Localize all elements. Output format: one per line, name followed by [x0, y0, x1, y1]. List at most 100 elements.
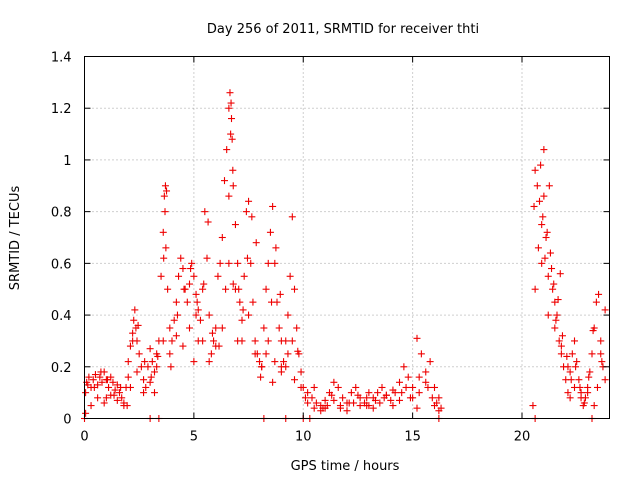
data-point — [117, 383, 125, 391]
data-point — [135, 350, 143, 358]
data-point — [396, 378, 403, 386]
data-point — [130, 316, 138, 324]
data-point — [200, 280, 208, 288]
data-point — [531, 285, 539, 293]
data-point — [551, 324, 559, 332]
data-point — [356, 402, 364, 410]
data-point — [304, 389, 312, 397]
data-point — [415, 389, 423, 397]
data-point — [544, 272, 552, 280]
data-point — [549, 285, 557, 293]
data-point — [142, 383, 150, 391]
data-point — [389, 402, 397, 410]
data-point — [529, 402, 537, 410]
data-point — [400, 363, 408, 371]
data-point — [556, 270, 564, 278]
data-point — [371, 396, 379, 404]
data-point — [592, 298, 600, 306]
data-point — [310, 404, 318, 412]
data-point — [396, 396, 403, 404]
data-point — [347, 389, 355, 397]
y-tick-label: 0.2 — [51, 361, 72, 376]
data-point — [251, 350, 259, 358]
data-point — [435, 394, 443, 402]
data-point — [196, 316, 204, 324]
data-point — [266, 228, 274, 236]
data-point — [144, 363, 152, 371]
data-point — [262, 285, 270, 293]
data-point — [576, 383, 584, 391]
data-point — [413, 334, 421, 342]
axis-ticks — [84, 56, 610, 419]
data-point — [205, 358, 213, 366]
data-point — [330, 378, 338, 386]
data-point — [531, 166, 539, 174]
data-point — [164, 285, 172, 293]
data-point — [172, 298, 180, 306]
data-point — [597, 350, 605, 358]
data-point — [229, 182, 237, 190]
data-point — [571, 337, 578, 345]
data-point — [389, 386, 397, 394]
data-point — [564, 363, 572, 371]
y-tick-label: 0.8 — [51, 206, 72, 221]
data-point — [541, 254, 549, 262]
plot-frame — [84, 56, 610, 419]
data-point — [297, 383, 305, 391]
data-point — [435, 407, 443, 415]
data-point — [163, 187, 171, 195]
y-tick-label: 1.4 — [51, 51, 72, 66]
data-point — [201, 208, 209, 216]
data-point — [109, 378, 117, 386]
data-point — [186, 324, 193, 332]
data-point — [118, 394, 126, 402]
data-point — [284, 350, 292, 358]
data-point — [376, 399, 384, 407]
data-point — [249, 298, 257, 306]
data-point — [575, 376, 583, 384]
data-point — [148, 358, 156, 366]
data-point — [534, 244, 542, 252]
data-point — [428, 394, 436, 402]
y-tick-label: 0.4 — [51, 309, 72, 324]
data-point — [187, 265, 195, 273]
data-point — [568, 350, 576, 358]
data-point — [194, 337, 202, 345]
data-point — [387, 396, 395, 404]
data-point — [170, 316, 178, 324]
data-points — [81, 89, 609, 422]
data-point — [275, 324, 283, 332]
data-point — [533, 182, 541, 190]
data-point — [374, 389, 382, 397]
data-point — [179, 265, 187, 273]
data-point — [193, 298, 201, 306]
data-point — [406, 394, 414, 402]
data-point — [141, 358, 149, 366]
data-point — [147, 373, 155, 381]
data-point — [404, 373, 412, 381]
data-point — [595, 290, 603, 298]
data-point — [573, 358, 581, 366]
data-point — [192, 311, 200, 319]
data-point — [204, 218, 212, 226]
data-point — [271, 358, 279, 366]
data-point — [162, 244, 170, 252]
x-tick-label: 15 — [404, 430, 421, 445]
data-point — [555, 337, 563, 345]
y-tick-label: 1.2 — [51, 102, 72, 117]
data-point — [225, 259, 233, 267]
x-tick-labels: 0 5 10 15 20 — [80, 430, 530, 445]
data-point — [424, 383, 432, 391]
data-point — [208, 329, 216, 337]
data-point — [251, 337, 259, 345]
data-point — [291, 376, 298, 384]
data-point — [577, 394, 585, 402]
data-point — [554, 296, 562, 304]
data-point — [345, 399, 353, 407]
data-point — [545, 182, 553, 190]
data-point — [245, 197, 253, 205]
data-point — [214, 272, 222, 280]
y-tick-label: 1 — [63, 154, 71, 169]
data-point — [269, 378, 277, 386]
data-point — [218, 234, 226, 241]
